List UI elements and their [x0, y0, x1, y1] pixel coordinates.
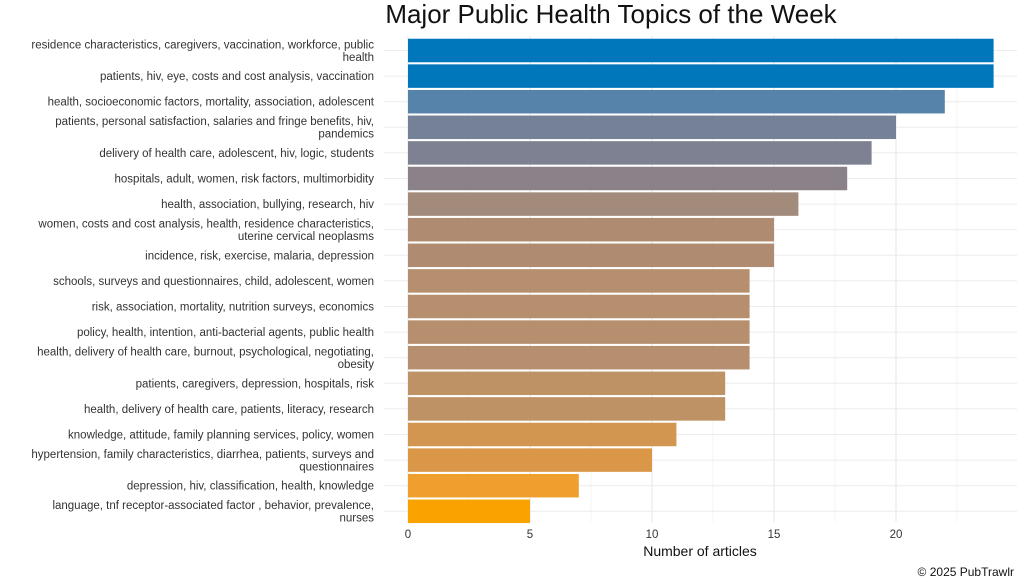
bar: [408, 448, 652, 472]
bar: [408, 89, 945, 114]
x-tick-label: 20: [890, 529, 903, 541]
bar: [408, 397, 726, 421]
y-axis-label: patients, personal satisfaction, salarie…: [55, 116, 374, 141]
x-tick-label: 0: [405, 529, 411, 541]
bar: [408, 38, 994, 63]
y-axis-labels: residence characteristics, caregivers, v…: [31, 39, 374, 524]
bar: [408, 192, 799, 216]
y-axis-label: health, socioeconomic factors, mortality…: [48, 97, 375, 109]
chart-title: Major Public Health Topics of the Week: [385, 0, 837, 29]
bar: [408, 115, 896, 140]
bar: [408, 217, 774, 242]
bar: [408, 64, 994, 88]
bar: [408, 345, 750, 370]
bar: [408, 422, 677, 447]
y-axis-label: patients, caregivers, depression, hospit…: [136, 378, 375, 390]
y-axis-label: hospitals, adult, women, risk factors, m…: [115, 174, 375, 186]
y-axis-label: patients, hiv, eye, costs and cost analy…: [100, 71, 374, 83]
bar: [408, 166, 848, 191]
y-axis-label: health, association, bullying, research,…: [161, 199, 374, 211]
bar: [408, 371, 726, 396]
bar: [408, 269, 750, 293]
bar: [408, 473, 579, 498]
x-tick-label: 10: [646, 529, 659, 541]
y-axis-label: language, tnf receptor-associated factor…: [52, 500, 374, 525]
x-axis-ticks: 0 5 10 15 20: [405, 529, 903, 541]
caption: © 2025 PubTrawlr: [918, 565, 1014, 579]
bar: [408, 294, 750, 319]
y-axis-label: health, delivery of health care, patient…: [84, 404, 374, 416]
y-axis-label: schools, surveys and questionnaires, chi…: [53, 276, 374, 288]
y-axis-label: hypertension, family characteristics, di…: [31, 449, 374, 474]
y-axis-label: incidence, risk, exercise, malaria, depr…: [145, 250, 374, 262]
y-axis-label: delivery of health care, adolescent, hiv…: [99, 148, 374, 160]
y-axis-label: risk, association, mortality, nutrition …: [92, 302, 375, 314]
y-axis-label: knowledge, attitude, family planning ser…: [68, 430, 374, 442]
bar: [408, 320, 750, 344]
bar: [408, 141, 872, 165]
x-axis-title: Number of articles: [643, 543, 757, 559]
y-axis-label: health, delivery of health care, burnout…: [37, 346, 374, 371]
x-tick-label: 5: [527, 529, 533, 541]
y-axis-label: depression, hiv, classification, health,…: [127, 481, 374, 493]
bars: [408, 38, 994, 524]
x-tick-label: 15: [768, 529, 781, 541]
y-axis-label: women, costs and cost analysis, health, …: [37, 218, 374, 243]
y-axis-label: policy, health, intention, anti-bacteria…: [77, 327, 374, 339]
y-axis-label: residence characteristics, caregivers, v…: [31, 39, 374, 64]
bar: [408, 243, 774, 268]
bar: [408, 499, 530, 524]
